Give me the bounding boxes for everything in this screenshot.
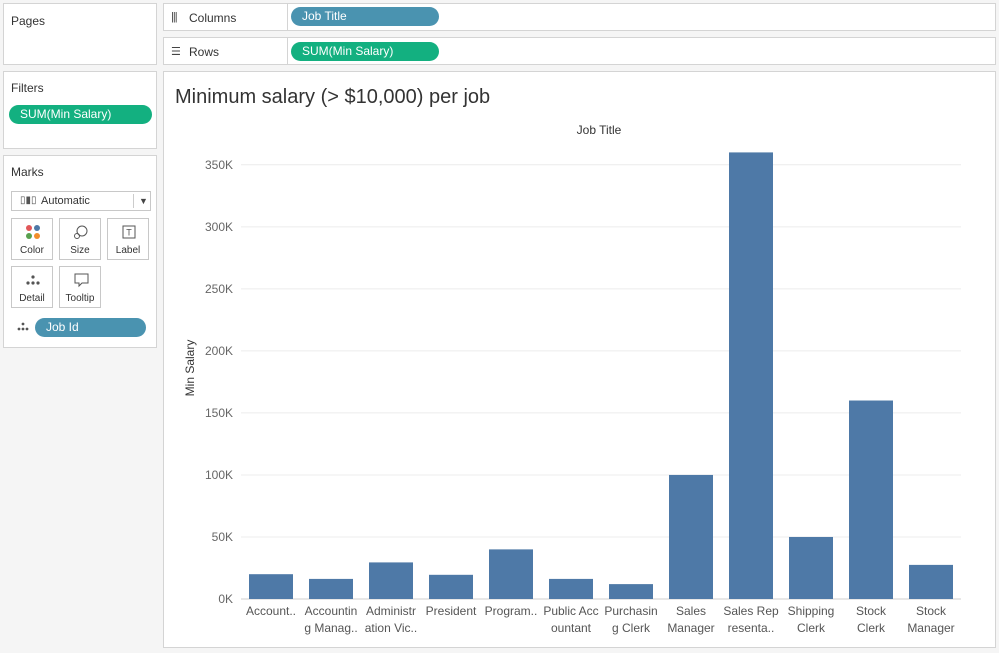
- mark-type-value: Automatic: [41, 195, 90, 207]
- x-tick-label: g Manag..: [304, 621, 357, 635]
- pages-title: Pages: [11, 14, 46, 28]
- bar[interactable]: [549, 578, 593, 599]
- columns-pill-job-title[interactable]: Job Title: [291, 7, 439, 26]
- bar[interactable]: [609, 584, 653, 599]
- bar-chart-icon: ▯▮▯: [20, 195, 37, 206]
- viz-title: Minimum salary (> $10,000) per job: [175, 86, 491, 108]
- columns-shelf-label: ||| Columns: [164, 4, 288, 30]
- y-tick-label: 150K: [205, 406, 233, 420]
- filter-pill-min-salary[interactable]: SUM(Min Salary): [9, 105, 152, 124]
- size-icon: [74, 225, 88, 239]
- x-tick-label: Clerk: [797, 621, 826, 635]
- color-label: Color: [20, 245, 44, 256]
- x-tick-label: Purchasin: [604, 604, 657, 618]
- detail-pill-job-id[interactable]: Job Id: [35, 318, 146, 337]
- y-tick-label: 100K: [205, 468, 233, 482]
- bar[interactable]: [369, 562, 413, 599]
- bar[interactable]: [909, 564, 953, 599]
- rows-shelf-label: ☰ Rows: [164, 38, 288, 64]
- color-icon: [26, 225, 40, 239]
- size-label: Size: [70, 245, 90, 256]
- x-tick-label: Clerk: [857, 621, 886, 635]
- x-tick-label: resenta..: [728, 621, 775, 635]
- rows-icon: ☰: [171, 46, 181, 58]
- detail-icon: [26, 275, 40, 285]
- y-tick-label: 350K: [205, 158, 233, 172]
- x-tick-label: Stock: [856, 604, 887, 618]
- x-tick-label: Sales Rep: [723, 604, 779, 618]
- bar[interactable]: [309, 578, 353, 599]
- x-tick-label: Stock: [916, 604, 947, 618]
- y-axis-title: Min Salary: [183, 340, 197, 397]
- x-axis-title: Job Title: [577, 123, 622, 137]
- bar[interactable]: [429, 574, 473, 599]
- x-tick-label: Administr: [366, 604, 416, 618]
- x-tick-label: ountant: [551, 621, 592, 635]
- x-tick-label: Account..: [246, 604, 296, 618]
- mark-type-dropdown[interactable]: ▯▮▯ Automatic ▼: [11, 191, 151, 211]
- viz-area: Minimum salary (> $10,000) per job Job T…: [163, 71, 996, 648]
- detail-small-icon: [17, 322, 29, 331]
- x-tick-label: ation Vic..: [365, 621, 417, 635]
- filters-panel: Filters SUM(Min Salary): [3, 71, 157, 149]
- x-tick-label: Sales: [676, 604, 706, 618]
- tooltip-icon: [74, 273, 89, 288]
- y-tick-label: 200K: [205, 344, 233, 358]
- size-button[interactable]: Size: [59, 218, 101, 260]
- y-tick-label: 250K: [205, 282, 233, 296]
- bar[interactable]: [669, 474, 713, 599]
- bar[interactable]: [729, 152, 773, 599]
- marks-title: Marks: [11, 165, 44, 179]
- bar[interactable]: [489, 549, 533, 599]
- tooltip-label: Tooltip: [65, 293, 95, 304]
- columns-icon: |||: [171, 11, 178, 23]
- y-tick-label: 0K: [218, 592, 233, 606]
- x-tick-label: Program..: [485, 604, 538, 618]
- bar[interactable]: [849, 400, 893, 599]
- x-tick-label: Public Acc: [543, 604, 598, 618]
- filters-title: Filters: [11, 81, 44, 95]
- columns-label: Columns: [189, 11, 237, 25]
- bar-chart: Job Title Min Salary 0K 50K 100K 150K 200K 25…: [183, 123, 961, 635]
- svg-text:T: T: [126, 228, 132, 238]
- bar[interactable]: [789, 536, 833, 599]
- y-tick-label: 300K: [205, 220, 233, 234]
- x-tick-label: Shipping: [788, 604, 835, 618]
- bar[interactable]: [249, 574, 293, 599]
- x-tick-label: Accountin: [305, 604, 358, 618]
- chevron-down-icon: ▼: [139, 196, 148, 206]
- color-button[interactable]: Color: [11, 218, 53, 260]
- label-label: Label: [115, 245, 141, 256]
- x-tick-label: g Clerk: [612, 621, 651, 635]
- columns-shelf: ||| Columns Job Title: [163, 3, 996, 31]
- marks-panel: Marks ▯▮▯ Automatic ▼ Color Size T Label…: [3, 155, 157, 348]
- rows-pill-min-salary[interactable]: SUM(Min Salary): [291, 42, 439, 61]
- pages-panel: Pages: [3, 3, 157, 65]
- y-tick-label: 50K: [212, 530, 233, 544]
- tooltip-button[interactable]: Tooltip: [59, 266, 101, 308]
- dropdown-divider: [133, 194, 134, 208]
- rows-label: Rows: [189, 45, 220, 59]
- detail-button[interactable]: Detail: [11, 266, 53, 308]
- rows-shelf: ☰ Rows SUM(Min Salary): [163, 37, 996, 65]
- x-tick-label: President: [426, 604, 477, 618]
- x-tick-label: Manager: [907, 621, 954, 635]
- label-button[interactable]: T Label: [107, 218, 149, 260]
- text-label-icon: T: [122, 225, 136, 239]
- detail-label: Detail: [19, 293, 45, 304]
- x-tick-label: Manager: [667, 621, 714, 635]
